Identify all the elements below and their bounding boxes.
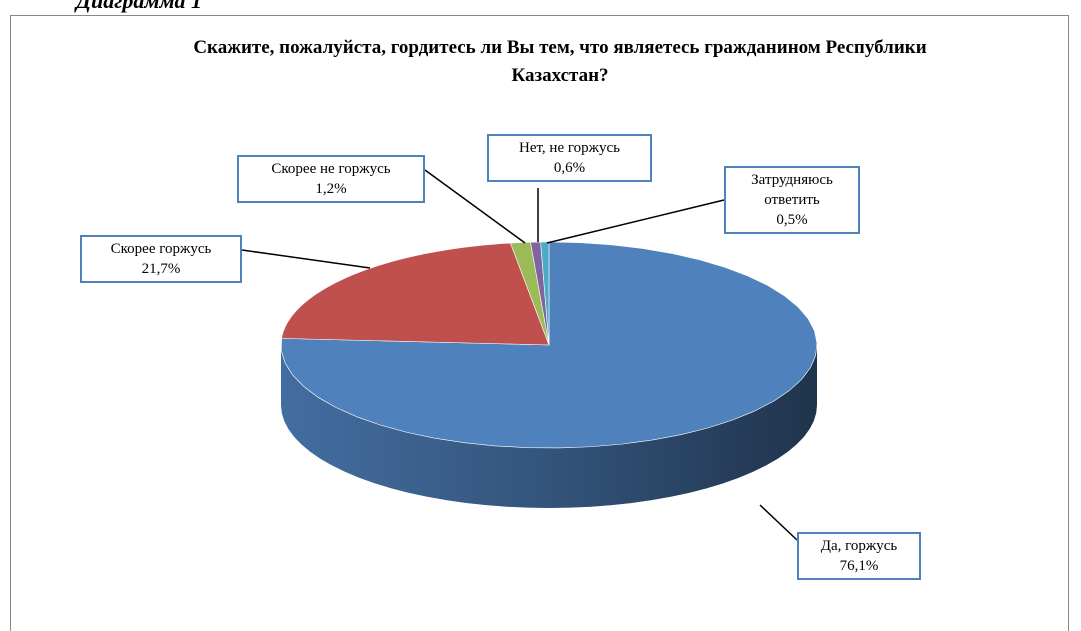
data-label: Нет, не горжусь 0,6% — [487, 134, 652, 182]
data-label: Скорее горжусь 21,7% — [80, 235, 242, 283]
label-value: 0,5% — [776, 212, 808, 228]
label-value: 1,2% — [315, 181, 347, 197]
leader-line — [424, 169, 526, 244]
slice-top — [281, 242, 550, 346]
leader-line — [241, 249, 371, 269]
label-category: Скорее не горжусь — [271, 161, 391, 177]
slice — [540, 241, 550, 346]
label-category: Да, горжусь — [820, 538, 898, 554]
slice-top — [510, 241, 550, 346]
chart-frame — [10, 15, 1069, 631]
slice — [530, 241, 550, 346]
slice — [510, 241, 550, 346]
label-category: Скорее горжусь — [110, 241, 212, 257]
label-category: Нет, не горжусь — [519, 140, 620, 156]
chart-title: Скажите, пожалуйста, гордитесь ли Вы тем… — [193, 37, 927, 86]
slice-side-shade — [281, 345, 817, 508]
data-label: Скорее не горжусь 1,2% — [237, 155, 425, 203]
caption: Диаграмма 1 — [76, 0, 203, 13]
data-label: Да, горжусь 76,1% — [797, 532, 921, 580]
slice-top — [530, 241, 550, 346]
label-category: Затрудняюсь ответить — [751, 172, 833, 208]
label-value: 0,6% — [553, 160, 586, 176]
slice — [281, 242, 550, 346]
leader-line — [546, 199, 725, 244]
label-value: 76,1% — [839, 558, 879, 574]
leader-line — [759, 504, 798, 541]
label-value: 21,7% — [141, 261, 181, 277]
data-label: Затрудняюсь ответить 0,5% — [724, 166, 860, 234]
slice-top — [540, 241, 550, 346]
